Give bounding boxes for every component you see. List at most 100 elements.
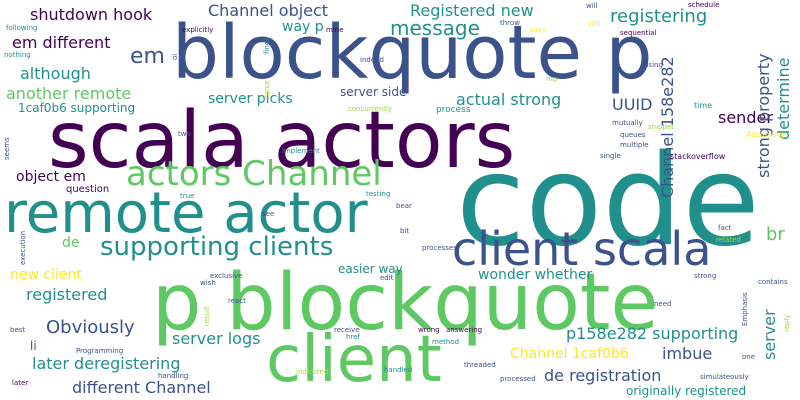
word-fact: fact — [718, 224, 732, 232]
word-sender: sender — [718, 108, 773, 127]
word-de-registration: de registration — [544, 366, 662, 385]
word-client-scala: client scala — [452, 222, 712, 276]
word-easier-way: easier way — [338, 262, 403, 276]
word-way-p: way p — [282, 19, 324, 35]
word-snippet: snippet — [648, 123, 674, 131]
word-mine: mine — [326, 26, 344, 34]
word-programming: Programming — [76, 347, 124, 355]
word-implement: implement — [282, 147, 320, 155]
word-force: force — [263, 80, 271, 98]
word-schedule: schedule — [688, 1, 720, 9]
word-obviously: Obviously — [46, 317, 135, 338]
word-following: following — [6, 24, 38, 32]
word-bear: bear — [396, 202, 412, 210]
word-actors-channel: actors Channel — [126, 154, 382, 194]
word-handling: handling — [158, 372, 189, 380]
word-reply: reply — [783, 314, 791, 332]
word-method: method — [432, 338, 460, 346]
word-two: two — [178, 130, 191, 138]
word-object-em-text: object em — [16, 169, 86, 185]
word-assuming: Assuming — [746, 130, 786, 139]
word-different-channel: different Channel — [72, 378, 211, 397]
word-href: href — [346, 333, 360, 341]
word-em-different: em different — [12, 33, 111, 52]
word-code: code — [456, 127, 760, 274]
word-concurrently: concurrently — [348, 105, 392, 113]
word-em: em — [130, 44, 165, 69]
word-registering: registering — [610, 6, 708, 27]
word-another-remote: another remote — [6, 84, 132, 103]
word-result: result — [203, 306, 211, 326]
word-wonder-whether: wonder whether — [478, 267, 593, 283]
word-later: later — [12, 379, 29, 387]
word-queues: queues — [620, 131, 646, 139]
word-contains: contains — [758, 278, 788, 286]
word-process: process — [436, 105, 471, 115]
word-registered-new: Registered new — [410, 1, 534, 20]
word-later-deregistering: later deregistering — [32, 354, 181, 373]
word-says: says — [530, 26, 546, 34]
word-multiple: multiple — [620, 141, 649, 149]
word-need: need — [654, 300, 672, 308]
word-de: de — [62, 235, 80, 251]
word-br: br — [766, 224, 785, 245]
word-will: will — [586, 2, 598, 10]
word-one: one — [742, 353, 756, 361]
word-single: single — [600, 152, 621, 160]
word-nothing: nothing — [4, 51, 31, 59]
word-edit: edit — [380, 274, 394, 282]
word-scala-actors: scala actors — [48, 96, 516, 186]
word-handled: handled — [384, 366, 413, 374]
word-p158e282-supporting: p158e282 supporting — [566, 324, 739, 343]
word-remote-actor: remote actor — [4, 181, 368, 246]
word-originally-registered: originally registered — [626, 384, 747, 398]
word-actual-strong: actual strong — [456, 90, 562, 109]
word-1caf0b6-supporting: 1caf0b6 supporting — [18, 101, 136, 115]
word-client: client — [266, 323, 442, 397]
word-question: question — [66, 184, 110, 195]
word-exclusive: exclusive — [210, 272, 243, 280]
word-threaded: threaded — [464, 361, 496, 369]
word-mp: mp — [546, 75, 558, 83]
word-best: best — [10, 326, 26, 334]
word-wrong: wrong — [418, 326, 440, 334]
word-channel-object: Channel object — [208, 1, 329, 20]
word-wish: wish — [200, 279, 216, 287]
word-simulateously: simulateously — [700, 373, 749, 381]
word-bit: bit — [400, 227, 410, 235]
word-indeed: indeed — [360, 56, 384, 64]
word-uuid: UUID — [612, 95, 653, 114]
word-message: message — [390, 16, 480, 40]
word-emphasis: Emphasis — [741, 292, 749, 326]
word-p-blockquote: p blockquote — [152, 258, 659, 348]
word-react: react — [228, 297, 246, 305]
word-testing: testing — [366, 190, 391, 198]
word-execution: execution — [19, 230, 27, 265]
word-answering: answering — [446, 326, 483, 334]
word-supporting-clients: supporting clients — [100, 232, 334, 262]
word-finds: finds — [263, 37, 271, 54]
word-processes: processes — [422, 244, 457, 252]
word-imbue: imbue — [662, 344, 713, 363]
word-receive: receive — [334, 326, 360, 334]
word-see: see — [262, 210, 275, 218]
word-indicated: indicated — [296, 368, 329, 376]
word-determine: determine — [774, 57, 793, 140]
word-registered: registered — [26, 285, 108, 304]
word-server-side: server side — [340, 85, 407, 99]
word-channel-1caf0b6: Channel 1caf0b6 — [510, 346, 629, 362]
word-processed: processed — [500, 375, 536, 383]
word-strong-property: strong property — [754, 53, 773, 179]
word-sequential: sequential — [620, 29, 657, 37]
word-li: li — [30, 339, 37, 353]
word-still: still — [588, 20, 601, 28]
word-mutually: mutually — [612, 119, 643, 127]
word-server: server — [760, 309, 779, 360]
word-server-logs: server logs — [172, 329, 261, 348]
word-although: although — [20, 64, 91, 83]
word-strong: strong — [694, 272, 717, 280]
word-related: related — [716, 236, 741, 244]
word-stackoverflow: stackoverflow — [670, 152, 726, 161]
word-blockquote-p: blockquote p — [172, 10, 653, 96]
